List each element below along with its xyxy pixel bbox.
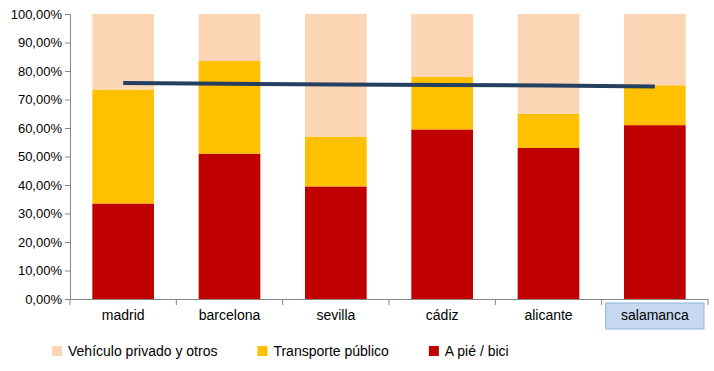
x-tick: alicante: [524, 299, 572, 323]
category-separator: [70, 299, 71, 305]
bar: [199, 14, 261, 61]
x-tick: barcelona: [199, 299, 261, 323]
category-separator: [176, 299, 177, 305]
category-separator: [282, 299, 283, 305]
y-axis: 0,00% 10,00% 20,00% 30,00% 40,00% 50,00% 60,00…: [11, 7, 71, 307]
y-tick-label: 10,00%: [18, 263, 63, 278]
y-tick-label: 40,00%: [18, 178, 63, 193]
x-tick-label: salamanca: [621, 307, 689, 323]
y-tick: 0,00%: [25, 292, 70, 307]
legend-swatch: [429, 346, 439, 356]
bar: [92, 90, 154, 204]
legend-swatch: [52, 346, 62, 356]
bar: [518, 14, 580, 114]
bar: [624, 125, 686, 299]
y-tick: 40,00%: [18, 178, 70, 193]
y-tick-label: 100,00%: [11, 7, 63, 22]
y-tick: 20,00%: [18, 235, 70, 250]
x-tick: salamanca: [621, 299, 689, 323]
y-tick-mark: [65, 242, 70, 243]
legend-label: Transporte público: [273, 343, 389, 359]
category-separator: [389, 299, 390, 305]
bar: [305, 137, 367, 187]
y-tick-label: 30,00%: [18, 206, 63, 221]
y-axis-line: [65, 15, 71, 300]
y-tick: 80,00%: [18, 64, 70, 79]
bar: [624, 14, 686, 85]
y-tick-mark: [65, 71, 70, 72]
y-tick-mark: [65, 100, 70, 101]
category-highlight: [606, 303, 704, 329]
x-tick-label: madrid: [102, 307, 145, 323]
y-tick: 70,00%: [18, 92, 70, 107]
plot: 0,00% 10,00% 20,00% 30,00% 40,00% 50,00% 60,00…: [11, 7, 709, 329]
chart: 0,00% 10,00% 20,00% 30,00% 40,00% 50,00% 60,00…: [0, 0, 714, 371]
legend-swatch: [257, 346, 267, 356]
y-tick: 90,00%: [18, 35, 70, 50]
y-tick-label: 50,00%: [18, 149, 63, 164]
y-tick-label: 0,00%: [25, 292, 62, 307]
y-tick: 10,00%: [18, 263, 70, 278]
legend-label: Vehículo privado y otros: [68, 343, 217, 359]
y-tick: 60,00%: [18, 121, 70, 136]
y-tick-mark: [65, 14, 70, 15]
y-tick: 100,00%: [11, 7, 70, 22]
x-tick-label: barcelona: [199, 307, 261, 323]
y-tick-mark: [65, 299, 70, 300]
bar: [518, 148, 580, 299]
y-tick: 50,00%: [18, 149, 70, 164]
category-separator: [601, 299, 602, 305]
x-axis: madrid barcelona sevilla cádiz alicante salam…: [71, 299, 709, 323]
y-tick-mark: [65, 157, 70, 158]
bar: [92, 14, 154, 90]
y-tick-label: 80,00%: [18, 64, 63, 79]
y-tick-mark: [65, 43, 70, 44]
bar: [624, 85, 686, 125]
x-tick: madrid: [102, 299, 145, 323]
x-tick-label: cádiz: [426, 307, 459, 323]
category-separator: [495, 299, 496, 305]
y-tick-label: 60,00%: [18, 121, 63, 136]
bar: [411, 14, 473, 77]
category-separator: [708, 299, 709, 305]
bar: [199, 61, 261, 154]
x-tick: cádiz: [426, 299, 459, 323]
bar: [411, 129, 473, 299]
y-tick-mark: [65, 185, 70, 186]
y-tick: 30,00%: [18, 206, 70, 221]
y-tick-label: 90,00%: [18, 35, 63, 50]
bar: [305, 186, 367, 299]
y-tick-label: 20,00%: [18, 235, 63, 250]
y-tick-mark: [65, 214, 70, 215]
bar: [305, 14, 367, 137]
bar: [199, 154, 261, 299]
y-tick-mark: [65, 128, 70, 129]
bar: [518, 114, 580, 148]
y-tick-mark: [65, 271, 70, 272]
x-tick-label: alicante: [524, 307, 572, 323]
legend: Vehículo privado y otros Transporte públi…: [52, 343, 509, 359]
x-tick-label: sevilla: [316, 307, 355, 323]
y-tick-label: 70,00%: [18, 92, 63, 107]
marks: [92, 14, 685, 299]
line: [123, 83, 655, 86]
bar: [92, 204, 154, 299]
legend-label: A pié / bici: [445, 343, 509, 359]
x-tick: sevilla: [316, 299, 355, 323]
